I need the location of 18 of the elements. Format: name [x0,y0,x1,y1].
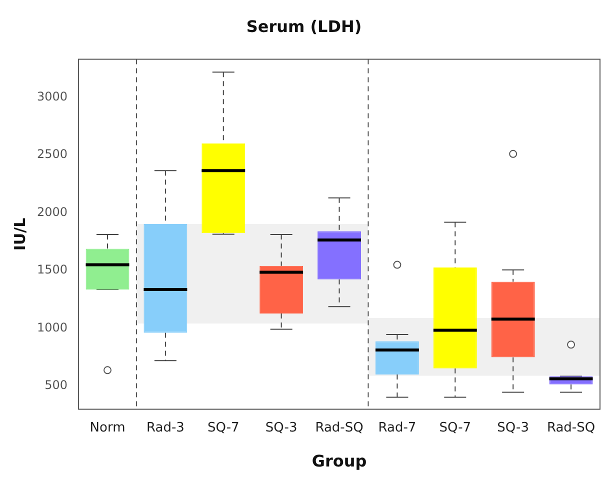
x-tick-label: Rad-3 [146,420,184,436]
x-tick-label: Rad-7 [378,420,416,436]
x-axis-title: Group [312,452,367,471]
x-tick-label: SQ-7 [439,420,472,436]
y-tick-label: 1000 [36,320,68,334]
chart-title: Serum (LDH) [246,16,362,36]
y-tick-label: 2500 [36,147,68,162]
x-tick-label: SQ-7 [207,420,240,436]
x-tick-label: Rad-SQ [546,420,596,436]
y-tick-label: 1500 [36,262,68,277]
x-tick-label: SQ-3 [265,420,298,436]
y-tick-label: 500 [44,378,68,392]
y-tick-label: 2000 [36,204,68,219]
x-tick-label: SQ-3 [497,420,529,436]
y-tick-label: 3000 [36,89,68,104]
y-axis-title: IU/L [10,217,29,251]
x-tick-label: Rad-SQ [315,420,364,436]
x-tick-label: Norm [90,420,126,436]
